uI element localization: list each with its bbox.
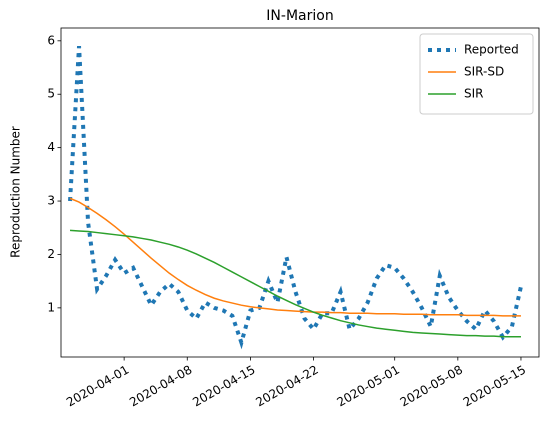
x-tick-label: 2020-04-08 — [127, 363, 194, 410]
y-tick-label: 2 — [47, 247, 55, 261]
legend-label: Reported — [464, 43, 519, 57]
y-axis-label: Reproduction Number — [9, 126, 23, 258]
x-tick-label: 2020-05-15 — [461, 363, 528, 410]
x-tick-label: 2020-04-15 — [190, 363, 257, 410]
line-reported — [68, 46, 523, 350]
y-tick-label: 4 — [47, 140, 55, 154]
line-sir-sd — [69, 197, 521, 317]
x-tick-label: 2020-04-22 — [253, 363, 320, 410]
y-tick-label: 1 — [47, 300, 55, 314]
y-tick-label: 5 — [47, 87, 55, 101]
line-sir — [69, 229, 521, 338]
legend-label: SIR-SD — [464, 65, 504, 79]
legend-label: SIR — [464, 87, 484, 101]
legend: Reported SIR-SD SIR — [419, 33, 534, 115]
chart-title: IN-Marion — [266, 8, 333, 24]
x-tick-label: 2020-05-01 — [335, 363, 402, 410]
plot-frame — [60, 27, 540, 358]
x-tick-label: 2020-05-08 — [398, 363, 465, 410]
y-tick-label: 6 — [47, 33, 55, 47]
x-tick-label: 2020-04-01 — [64, 363, 131, 410]
y-tick-label: 3 — [47, 194, 55, 208]
